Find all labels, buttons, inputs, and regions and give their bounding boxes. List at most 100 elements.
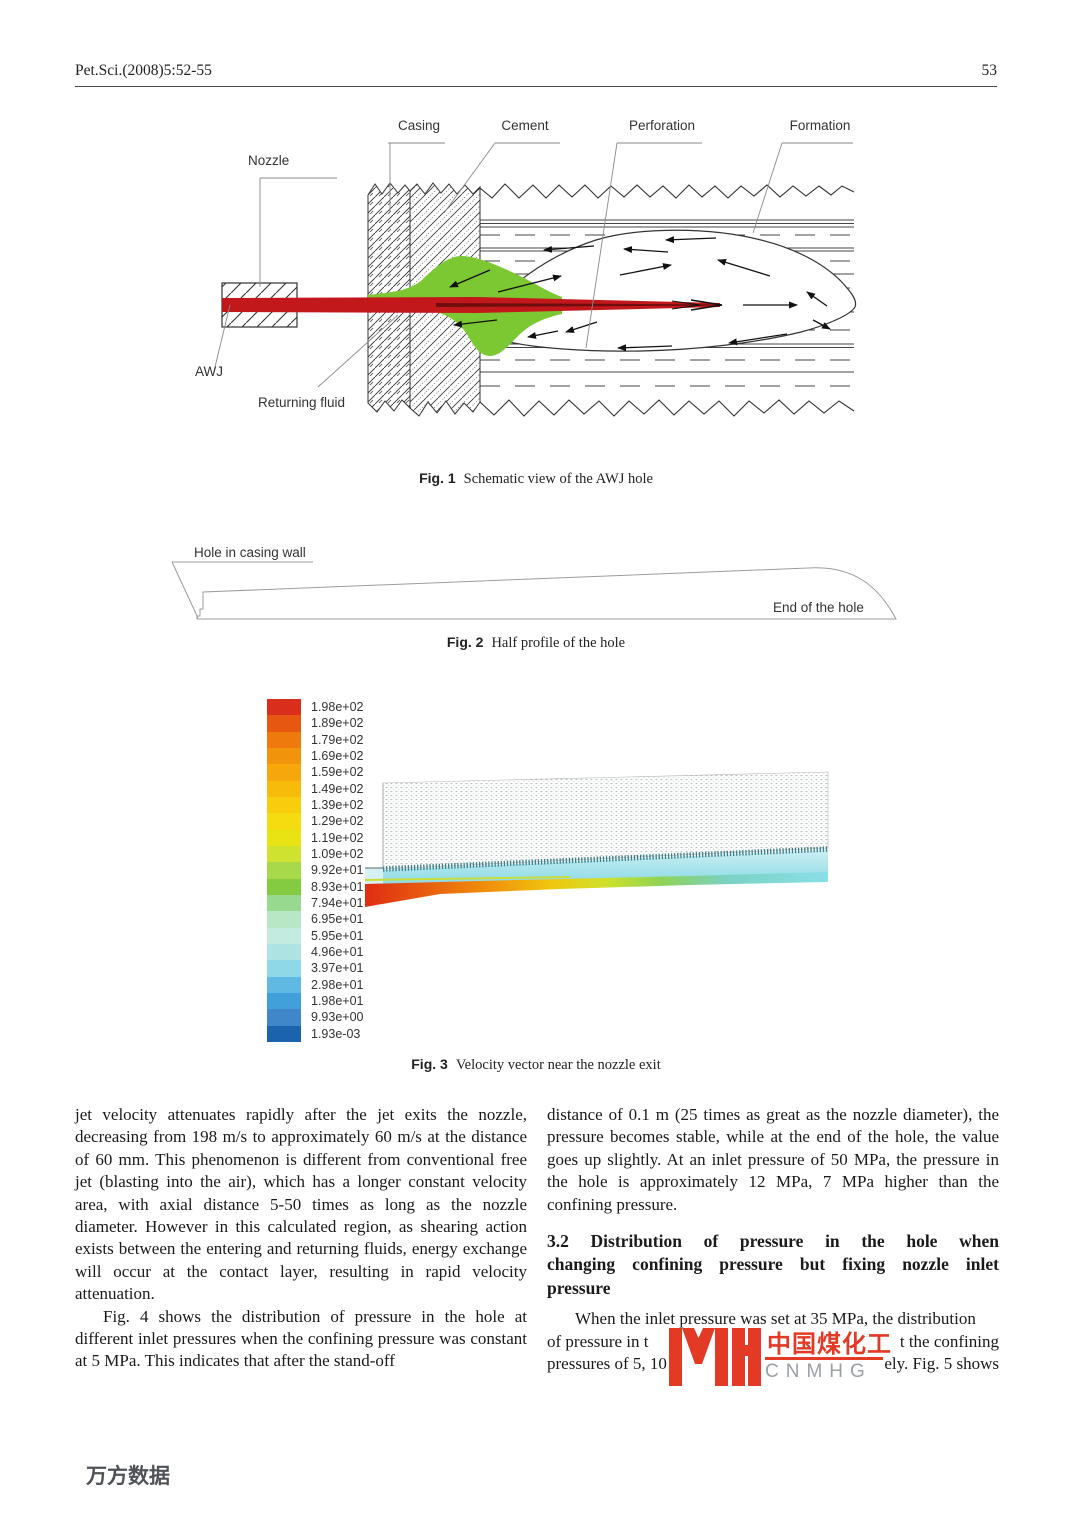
legend-color-swatch	[267, 699, 301, 716]
fig2-leader-lines	[171, 561, 313, 619]
legend-row: 1.09e+02	[267, 845, 364, 863]
legend-color-swatch	[267, 747, 301, 765]
legend-value: 9.92e+01	[311, 863, 364, 878]
fig3-caption: Fig. 3 Velocity vector near the nozzle ex…	[0, 1056, 1072, 1074]
section-heading-line: pressure	[547, 1277, 611, 1298]
legend-row: 1.39e+02	[267, 796, 364, 814]
legend-value: 1.98e+02	[311, 700, 364, 715]
legend-color-swatch	[267, 976, 301, 993]
hole-outline	[483, 229, 857, 352]
legend-row: 1.98e+01	[267, 992, 364, 1010]
fig2-label-hole: Hole in casing wall	[194, 545, 306, 560]
watermark-rule	[765, 1357, 883, 1360]
paragraph-line: When the inlet pressure was set at 35 MP…	[575, 1309, 976, 1329]
right-column: distance of 0.1 m (25 times as great as …	[547, 1104, 999, 1375]
cnmhg-watermark: 中国煤化工 CNMHG	[645, 1310, 905, 1410]
wanfang-data-brand: 万方数据	[86, 1464, 170, 1488]
fig3-caption-text: Velocity vector near the nozzle exit	[455, 1057, 661, 1073]
legend-color-swatch	[267, 911, 301, 928]
nozzle-exit-notch	[365, 783, 384, 885]
legend-row: 1.19e+02	[267, 829, 364, 846]
legend-color-swatch	[267, 780, 301, 797]
legend-color-swatch	[267, 845, 301, 863]
left-column: jet velocity attenuates rapidly after th…	[75, 1104, 527, 1373]
legend-row: 9.93e+00	[267, 1009, 363, 1026]
text-fragment: of pressure in t	[547, 1331, 649, 1351]
legend-color-swatch	[267, 715, 301, 732]
legend-color-swatch	[267, 992, 301, 1010]
page-number: 53	[981, 62, 998, 79]
legend-color-swatch	[267, 943, 301, 961]
header-rule	[75, 86, 997, 87]
legend-value: 1.19e+02	[311, 830, 364, 845]
legend-color-swatch	[267, 927, 301, 944]
fig1-label-casing: Casing	[398, 118, 440, 133]
legend-row: 1.29e+02	[267, 813, 364, 830]
legend-value: 4.96e+01	[311, 945, 364, 960]
legend-color-swatch	[267, 862, 301, 879]
fig1-label-nozzle: Nozzle	[248, 153, 289, 168]
legend-value: 1.29e+02	[311, 814, 364, 829]
legend-row: 1.98e+02	[267, 699, 364, 716]
fig1-label-awj: AWJ	[195, 364, 223, 379]
legend-color-swatch	[267, 796, 301, 814]
legend-value: 2.98e+01	[311, 977, 364, 992]
fig3-legend: 1.98e+02 1.89e+02 1.79e+02 1.69e+02 1.59e+02…	[267, 699, 363, 1042]
legend-row: 5.95e+01	[267, 927, 364, 944]
text-fragment: pressures of 5, 10	[547, 1354, 667, 1374]
legend-color-swatch	[267, 894, 301, 912]
legend-value: 1.93e-03	[311, 1026, 361, 1041]
hole-profile-outline	[196, 567, 897, 620]
legend-color-swatch	[267, 829, 301, 846]
fig1-caption-label: Fig. 1	[419, 470, 456, 486]
fig1-caption-text: Schematic view of the AWJ hole	[463, 471, 653, 487]
section-heading: 3.2 Distribution of pressure in the hole…	[547, 1230, 999, 1300]
fig1-leader-lines	[214, 142, 853, 388]
fig3-caption-label: Fig. 3	[411, 1056, 448, 1072]
legend-color-swatch	[267, 1025, 301, 1042]
shear-layer-line	[364, 876, 571, 881]
fig1-label-formation: Formation	[790, 118, 851, 133]
fig2-caption: Fig. 2 Half profile of the hole	[0, 634, 1072, 652]
legend-value: 1.69e+02	[311, 749, 364, 764]
paragraph: jet velocity attenuates rapidly after th…	[75, 1105, 527, 1304]
legend-value: 5.95e+01	[311, 928, 364, 943]
cnmhg-logo-icon	[669, 1328, 761, 1386]
legend-value: 1.39e+02	[311, 798, 364, 813]
legend-color-swatch	[267, 960, 301, 977]
fig1-schematic: Nozzle Casing Cement Perforation Formati…	[195, 118, 857, 417]
journal-reference: Pet.Sci.(2008)5:52-55	[75, 62, 212, 79]
legend-value: 6.95e+01	[311, 912, 364, 927]
fig1-label-returning-fluid: Returning fluid	[258, 395, 345, 410]
legend-row: 1.59e+02	[267, 764, 363, 781]
paragraph-line: of pressure in t t the confining	[547, 1331, 999, 1353]
legend-row: 3.97e+01	[267, 960, 364, 977]
fig1-label-perforation: Perforation	[629, 118, 695, 133]
legend-color-swatch	[267, 1009, 301, 1026]
legend-value: 3.97e+01	[311, 961, 364, 976]
fig1-label-cement: Cement	[501, 118, 549, 133]
legend-row: 1.69e+02	[267, 747, 364, 765]
section-heading-line: 3.2 Distribution of pressure in the hole…	[547, 1231, 999, 1252]
fig2-label-end: End of the hole	[773, 600, 864, 615]
legend-row: 6.95e+01	[267, 911, 364, 928]
legend-value: 1.98e+01	[311, 994, 364, 1009]
legend-value: 1.09e+02	[311, 847, 364, 862]
formation-top-boundary	[479, 183, 855, 199]
legend-row: 4.96e+01	[267, 943, 364, 961]
paragraph: Fig. 4 shows the distribution of pressur…	[75, 1306, 527, 1371]
formation-bottom-boundary	[479, 399, 855, 417]
jet-velocity-band	[365, 872, 828, 907]
legend-row: 8.93e+01	[267, 878, 364, 895]
legend-color-swatch	[267, 764, 301, 781]
paragraph: distance of 0.1 m (25 times as great as …	[547, 1105, 999, 1214]
flow-arrows	[449, 236, 831, 352]
legend-value: 8.93e+01	[311, 879, 364, 894]
legend-value: 1.89e+02	[311, 716, 364, 731]
section-heading-line: changing confining pressure but fixing n…	[547, 1254, 999, 1275]
legend-value: 1.79e+02	[311, 732, 364, 747]
legend-value: 1.49e+02	[311, 781, 364, 796]
fig2-caption-label: Fig. 2	[446, 634, 484, 650]
legend-row: 9.92e+01	[267, 862, 364, 879]
